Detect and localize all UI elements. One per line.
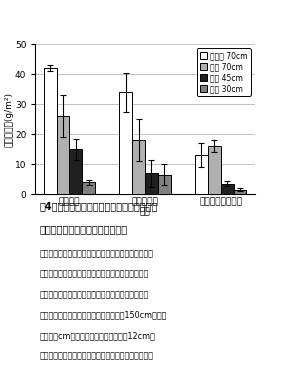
Text: 注２）　浅耕：小明渠浅耕（小明渠間隔150cm，耕深: 注２） 浅耕：小明渠浅耕（小明渠間隔150cm，耕深 — [40, 311, 167, 320]
Bar — [208, 146, 221, 194]
Bar — [132, 140, 145, 194]
X-axis label: 処理: 処理 — [140, 207, 150, 216]
Bar — [69, 149, 82, 194]
Legend: 普通耕 70cm, 浅耕 70cm, 浅耕 45cm, 浅耕 30cm: 普通耕 70cm, 浅耕 70cm, 浅耕 45cm, 浅耕 30cm — [197, 48, 251, 96]
Bar — [82, 182, 95, 194]
Bar — [57, 116, 69, 194]
Text: ロン・ベンチオカープ剤，生育期茎葉処理除: ロン・ベンチオカープ剤，生育期茎葉処理除 — [40, 270, 149, 279]
Bar — [195, 155, 208, 194]
Bar — [233, 190, 246, 194]
Bar — [158, 175, 171, 194]
Bar — [44, 68, 57, 194]
Bar — [221, 184, 233, 194]
Text: における残存雑草量に及ぼす影響: における残存雑草量に及ぼす影響 — [40, 224, 128, 234]
Bar — [145, 173, 158, 194]
Text: ５cm），　普通耕（平畔，耕深12cm）: ５cm）， 普通耕（平畔，耕深12cm） — [40, 331, 156, 340]
Text: 注１）　土壌処理除草剤：ペンディメタリン・リニュ: 注１） 土壌処理除草剤：ペンディメタリン・リニュ — [40, 249, 154, 258]
Text: 草剤：セトキシジム水和剤＋ベンタゾン乳剤: 草剤：セトキシジム水和剤＋ベンタゾン乳剤 — [40, 290, 149, 299]
Text: 围4．　雑草防除体系とダイズ畅幅が収穫期: 围4． 雑草防除体系とダイズ畅幅が収穫期 — [40, 201, 158, 211]
Text: 注３）　三重県安濃町転換畑（コムギ踏ダイズ），ダ: 注３） 三重県安濃町転換畑（コムギ踏ダイズ），ダ — [40, 351, 154, 361]
Bar — [119, 92, 132, 194]
Y-axis label: 雑草乾物重(g/m²): 雑草乾物重(g/m²) — [5, 92, 14, 147]
